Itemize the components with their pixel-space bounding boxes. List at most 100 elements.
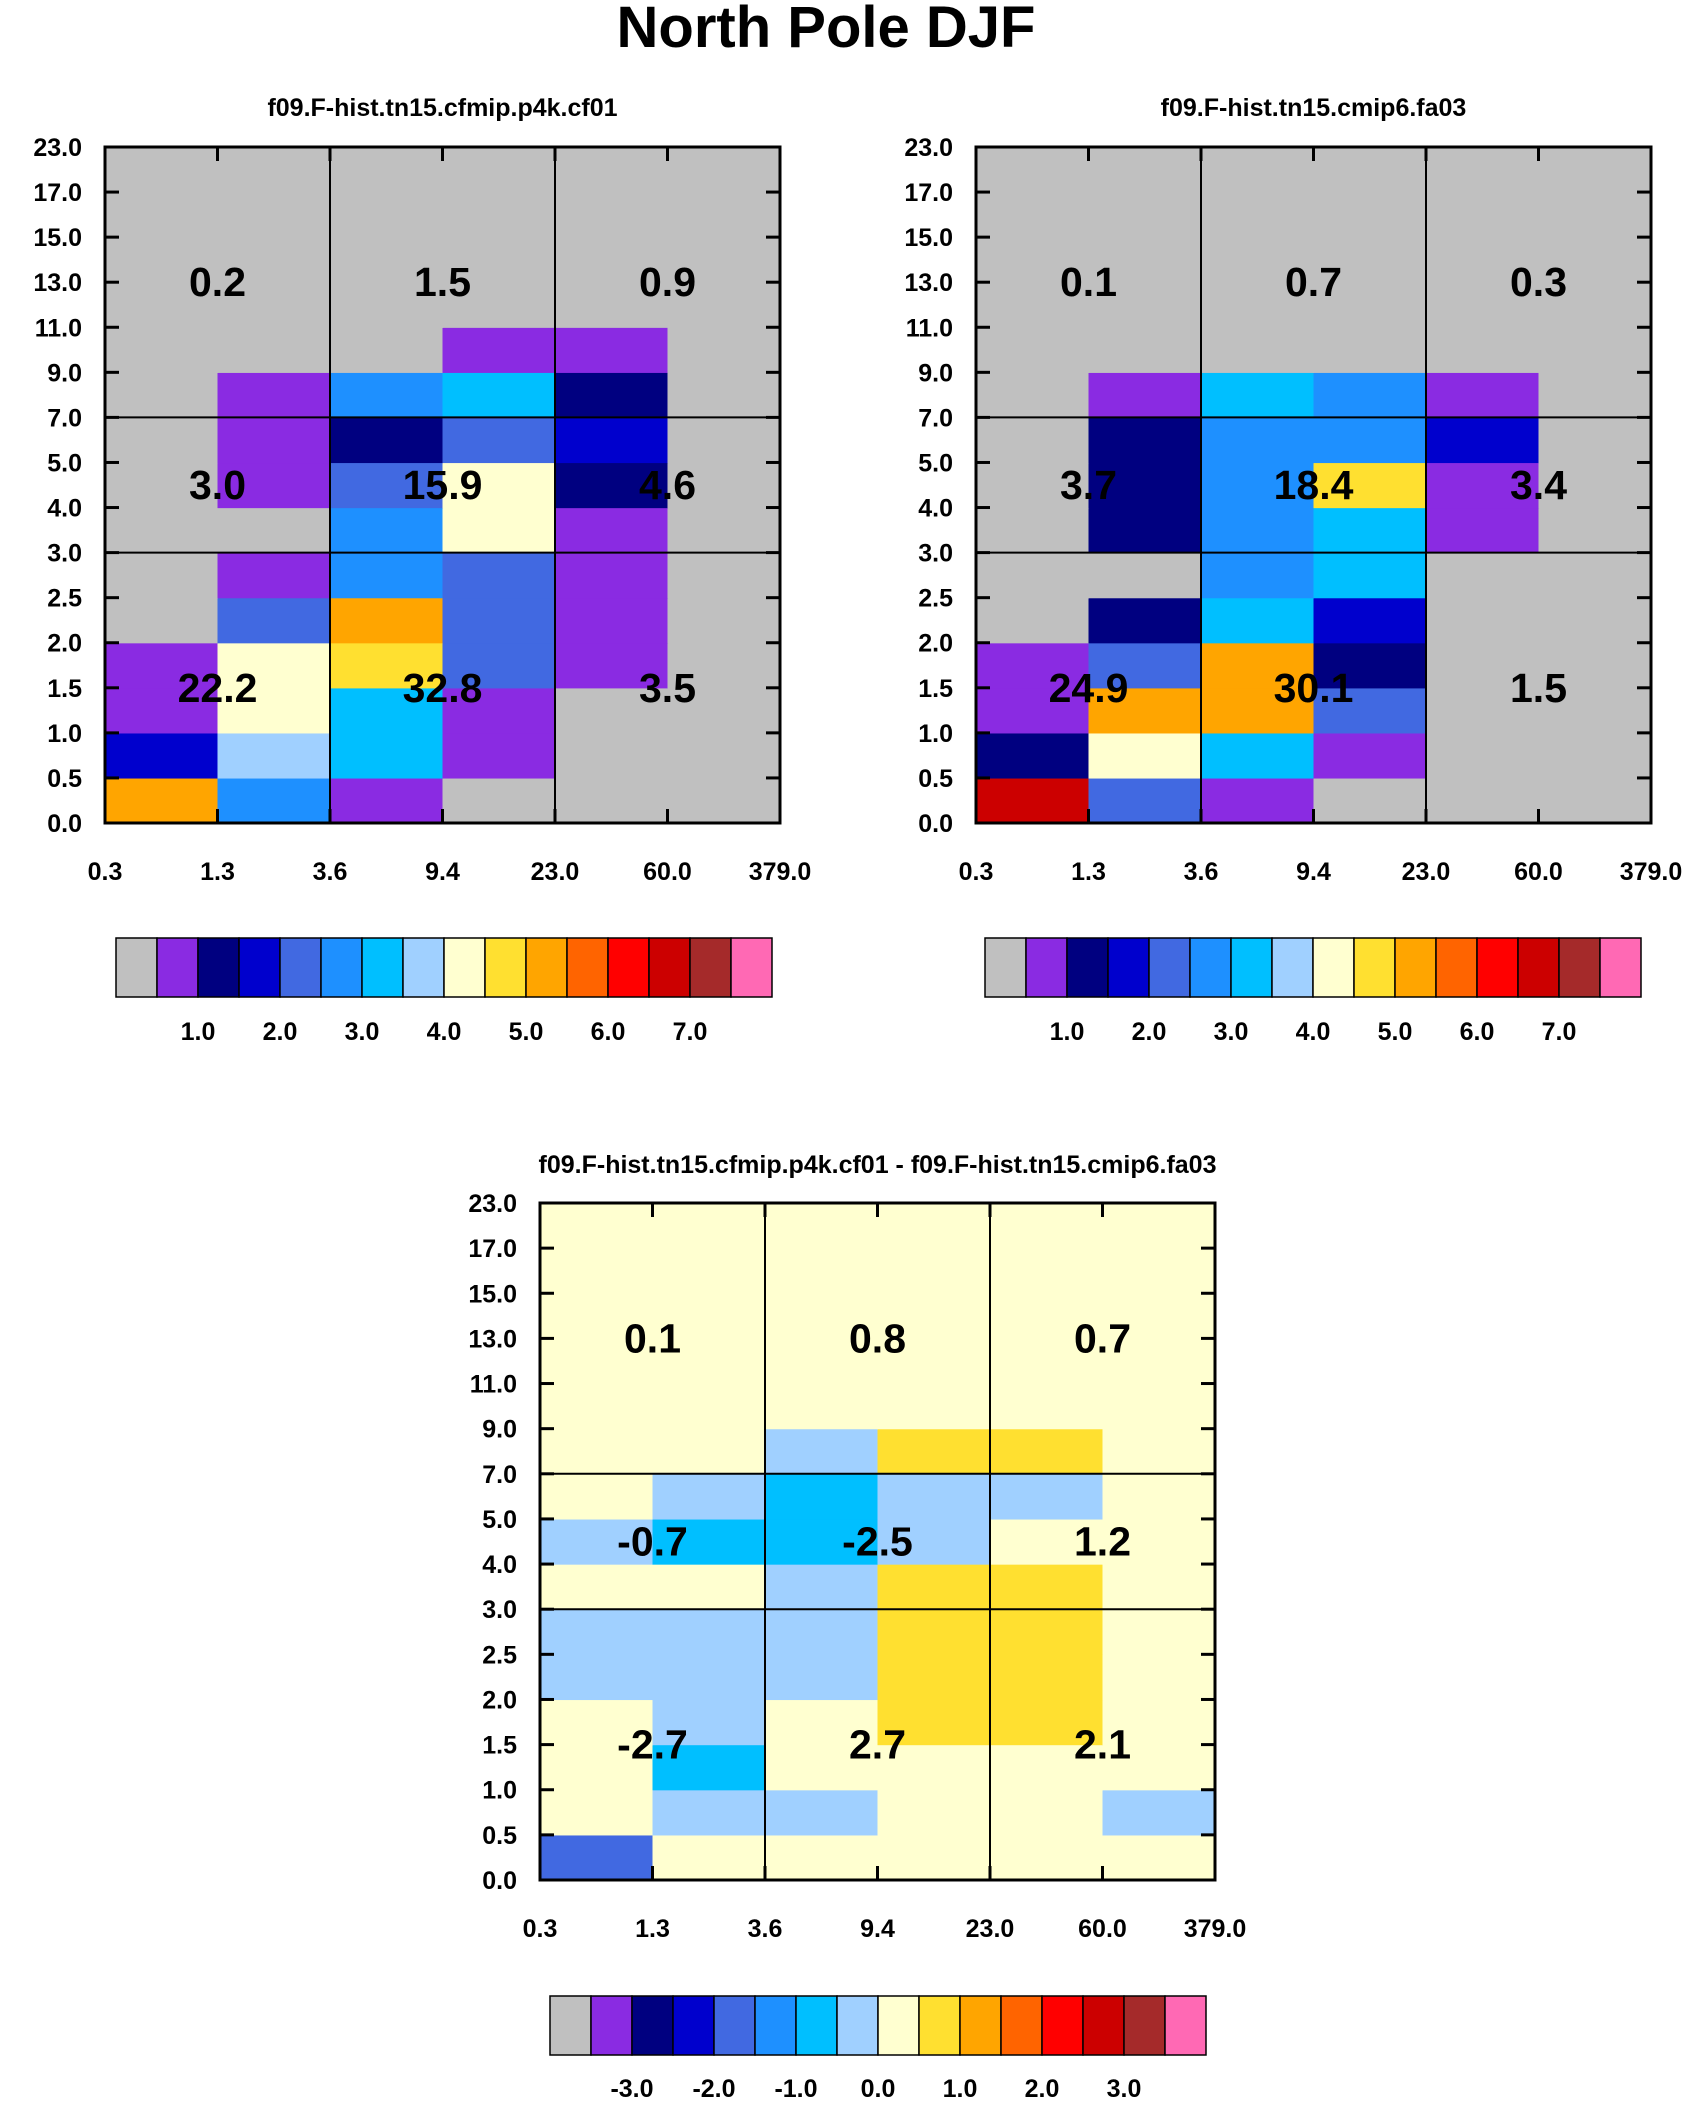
- heatmap-cell: [1538, 192, 1652, 238]
- heatmap-cell: [442, 282, 556, 328]
- heatmap-cell: [765, 1248, 879, 1294]
- colorbar-swatch: [689, 937, 732, 998]
- heatmap-cell: [1313, 732, 1427, 779]
- heatmap-cell: [765, 1293, 879, 1339]
- heatmap-cell: [667, 147, 781, 193]
- heatmap-cell: [667, 327, 781, 373]
- heatmap-cell: [1426, 417, 1540, 464]
- colorbar-swatch: [631, 1995, 674, 2056]
- heatmap-cell: [330, 732, 444, 779]
- heatmap-cell: [652, 1248, 766, 1294]
- heatmap-cell: [877, 1834, 991, 1881]
- y-tick-label: 17.0: [904, 179, 953, 207]
- heatmap-cell: [1088, 642, 1202, 689]
- colorbar-swatch: [1599, 937, 1642, 998]
- panel-title: f09.F-hist.tn15.cmip6.fa03: [1161, 94, 1467, 122]
- colorbar-label: 1.0: [181, 1018, 216, 1046]
- y-tick-label: 3.0: [482, 1596, 517, 1624]
- sector-value-label: 0.7: [1074, 1315, 1131, 1361]
- heatmap-cell: [976, 192, 1090, 238]
- colorbar-swatch: [115, 937, 158, 998]
- heatmap-cell: [652, 1383, 766, 1430]
- colorbar-label: 3.0: [1107, 2075, 1142, 2103]
- heatmap-cell: [1538, 732, 1652, 779]
- heatmap-cell: [105, 732, 219, 779]
- heatmap-cell: [976, 417, 1090, 464]
- y-tick-label: 1.5: [47, 675, 82, 703]
- sector-value-label: 3.4: [1510, 462, 1567, 508]
- colorbar-swatch: [1394, 937, 1437, 998]
- heatmap-cell: [652, 1744, 766, 1791]
- heatmap-cell: [1538, 552, 1652, 599]
- y-tick-label: 0.5: [918, 765, 953, 793]
- heatmap-cell: [976, 642, 1090, 689]
- colorbar-swatch: [959, 1995, 1002, 2056]
- heatmap-cell: [1538, 597, 1652, 644]
- sector-value-label: 1.2: [1074, 1519, 1131, 1565]
- colorbar-swatch: [443, 937, 486, 998]
- y-tick-label: 1.0: [47, 720, 82, 748]
- heatmap-cell: [442, 462, 556, 509]
- heatmap-cell: [555, 732, 669, 779]
- heatmap-cell: [330, 327, 444, 373]
- colorbar-label: -2.0: [692, 2075, 735, 2103]
- sector-value-label: 32.8: [403, 665, 483, 711]
- heatmap-cell: [1313, 687, 1427, 734]
- sector-value-label: 3.0: [189, 462, 246, 508]
- heatmap-cell: [555, 327, 669, 373]
- heatmap-cell: [540, 1654, 654, 1701]
- colorbar-swatch: [1230, 937, 1273, 998]
- colorbar-swatch: [525, 937, 568, 998]
- heatmap-cell: [652, 1293, 766, 1339]
- heatmap-cell: [652, 1473, 766, 1520]
- heatmap-cell: [540, 1383, 654, 1430]
- heatmap-cell: [990, 1699, 1104, 1746]
- heatmap-cell: [667, 687, 781, 734]
- heatmap-cell: [1426, 462, 1540, 509]
- heatmap-cell: [540, 1564, 654, 1610]
- heatmap-cell: [877, 1473, 991, 1520]
- heatmap-cell: [1313, 147, 1427, 193]
- heatmap-cell: [990, 1428, 1104, 1475]
- heatmap-cell: [217, 327, 331, 373]
- y-tick-label: 3.0: [47, 540, 82, 568]
- heatmap-cell: [330, 192, 444, 238]
- heatmap-cell: [765, 1518, 879, 1565]
- heatmap-cell: [1538, 462, 1652, 509]
- heatmap-cell: [765, 1338, 879, 1385]
- y-tick-label: 13.0: [904, 269, 953, 297]
- colorbar-label: 3.0: [1214, 1018, 1249, 1046]
- colorbar-swatch: [795, 1995, 838, 2056]
- heatmap-cell: [105, 147, 219, 193]
- heatmap-cell: [990, 1473, 1104, 1520]
- heatmap-cell: [1313, 777, 1427, 824]
- heatmap-cell: [1313, 552, 1427, 599]
- heatmap-cell: [1426, 642, 1540, 689]
- heatmap-cell: [217, 777, 331, 824]
- heatmap-cell: [976, 372, 1090, 418]
- heatmap-cell: [976, 732, 1090, 779]
- heatmap-cell: [765, 1654, 879, 1701]
- heatmap-cell: [105, 417, 219, 464]
- heatmap-cell: [990, 1834, 1104, 1881]
- heatmap-cell: [990, 1518, 1104, 1565]
- sector-value-label: 0.1: [624, 1315, 681, 1361]
- panel-title: f09.F-hist.tn15.cfmip.p4k.cf01 - f09.F-h…: [539, 1151, 1217, 1179]
- y-tick-label: 9.0: [47, 359, 82, 387]
- sector-value-label: 0.3: [1510, 259, 1567, 305]
- colorbar-label: -1.0: [774, 2075, 817, 2103]
- colorbar-swatch: [279, 937, 322, 998]
- y-tick-label: 2.0: [918, 630, 953, 658]
- heatmap-cell: [976, 282, 1090, 328]
- x-tick-label: 1.3: [200, 858, 235, 886]
- colorbar-label: 0.0: [861, 2075, 896, 2103]
- heatmap-cell: [667, 597, 781, 644]
- heatmap-cell: [1088, 417, 1202, 464]
- x-tick-label: 0.3: [959, 858, 994, 886]
- heatmap-cell: [105, 237, 219, 283]
- y-tick-label: 0.5: [47, 765, 82, 793]
- sector-value-label: 22.2: [178, 665, 258, 711]
- heatmap-cell: [555, 237, 669, 283]
- heatmap-cell: [667, 192, 781, 238]
